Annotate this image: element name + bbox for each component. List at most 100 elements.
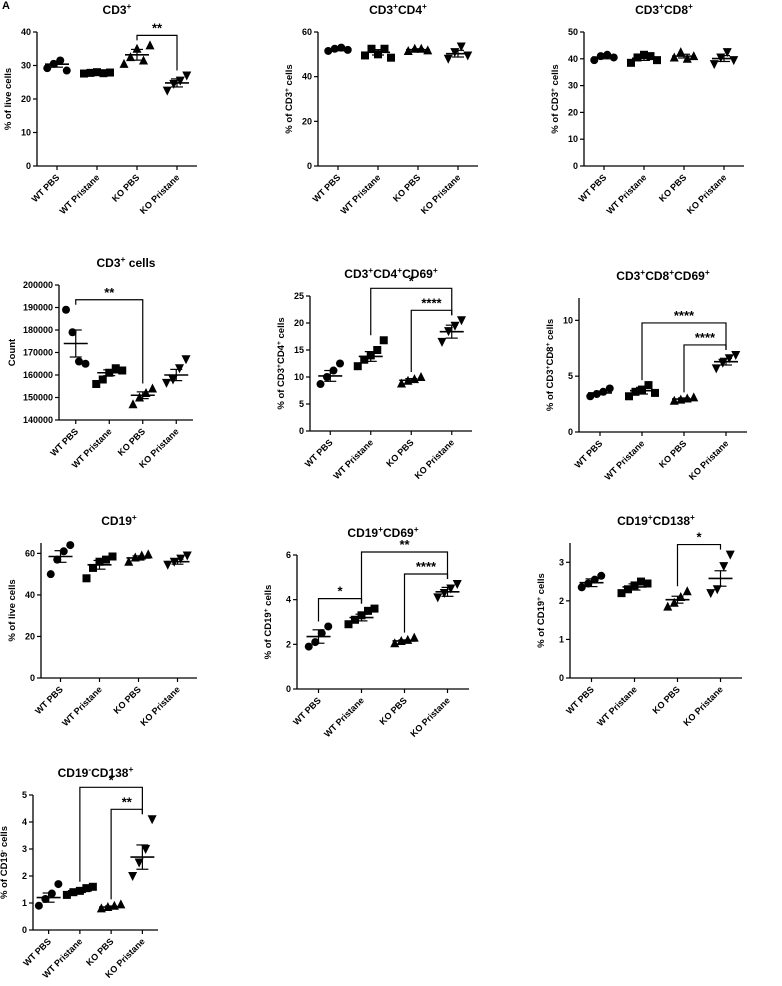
data-point — [89, 563, 97, 572]
data-point — [731, 350, 741, 360]
data-point — [644, 381, 653, 390]
data-point — [590, 56, 599, 65]
x-tick-label: WT PBS — [564, 684, 596, 716]
y-tick-label: 0 — [286, 684, 291, 694]
data-point — [637, 577, 645, 586]
y-tick-label: 190000 — [23, 303, 53, 313]
y-axis-label: % of live cells — [3, 68, 14, 130]
data-point — [141, 845, 151, 854]
y-tick-label: 10 — [568, 134, 578, 144]
data-point — [88, 882, 97, 891]
data-point — [59, 547, 68, 556]
data-point — [162, 86, 172, 96]
data-point — [456, 42, 466, 52]
data-point — [712, 585, 722, 595]
data-point — [116, 899, 126, 909]
chart-3: CD3+ cells 140000 150000 160000 170000 180000… — [7, 254, 193, 470]
y-tick-label: 0 — [299, 426, 304, 436]
y-tick-label: 4 — [286, 595, 291, 605]
data-point — [452, 580, 462, 590]
y-tick-label: 200000 — [23, 280, 53, 290]
data-point — [631, 387, 640, 396]
chart-2: CD3+CD8+ 0 10 20 30 40 50 % of CD3+ cells WT PBS… — [550, 1, 744, 216]
y-axis-label: Count — [7, 338, 18, 366]
data-point — [669, 52, 679, 62]
significance-label: * — [337, 584, 343, 599]
data-point — [367, 44, 376, 53]
x-tick-label: WT Pristane — [331, 437, 375, 481]
chart-title: CD3+CD8+CD69+ — [616, 267, 710, 283]
data-point — [124, 556, 134, 566]
x-tick-label: KO Pristane — [685, 172, 729, 216]
x-tick-label: WT Pristane — [60, 684, 104, 728]
y-tick-label: 170000 — [23, 348, 53, 358]
significance-bracket — [641, 322, 727, 381]
data-point — [62, 305, 70, 314]
data-point — [316, 380, 325, 389]
data-point — [147, 815, 157, 825]
data-point — [443, 54, 453, 64]
y-tick-label: 2 — [559, 596, 564, 606]
significance-bracket — [410, 309, 453, 372]
y-tick-label: 5 — [299, 399, 304, 409]
x-tick-label: KO Pristane — [681, 684, 725, 728]
significance-bracket — [79, 786, 143, 882]
data-point — [725, 550, 735, 560]
chart-title: CD3+CD8+ — [635, 1, 693, 17]
y-tick-label: 6 — [286, 550, 291, 560]
data-point — [416, 372, 426, 381]
x-tick-label: WT Pristane — [603, 438, 647, 482]
significance-bracket — [110, 808, 143, 900]
data-point — [46, 570, 55, 579]
x-tick-label: KO Pristane — [419, 172, 463, 216]
chart-title: CD3+ cells — [97, 254, 156, 270]
y-tick-label: 20 — [25, 631, 35, 641]
y-tick-label: 0 — [26, 161, 31, 171]
data-point — [605, 384, 614, 393]
y-tick-label: 25 — [294, 291, 304, 301]
data-point — [81, 359, 90, 368]
y-tick-label: 20 — [568, 107, 578, 117]
chart-4: CD3+CD4+CD69+ 0 5 10 15 20 25 % of CD3+CD4+ cel… — [276, 265, 472, 481]
y-tick-label: 3 — [559, 557, 564, 567]
data-point — [663, 601, 673, 611]
data-point — [353, 362, 362, 371]
x-tick-label: WT PBS — [573, 438, 605, 470]
data-point — [62, 890, 71, 899]
x-tick-label: WT Pristane — [595, 684, 639, 728]
data-point — [43, 64, 52, 73]
data-point — [53, 555, 62, 564]
x-tick-label: KO PBS — [657, 438, 688, 469]
x-tick-label: KO PBS — [650, 684, 681, 715]
x-tick-label: WT PBS — [30, 172, 62, 204]
y-tick-label: 3 — [22, 844, 27, 854]
significance-bracket — [136, 34, 178, 71]
x-tick-label: WT Pristane — [605, 172, 649, 216]
significance-label: ** — [152, 20, 163, 35]
chart-title: CD3+CD4+ — [369, 1, 427, 17]
x-tick-label: WT Pristane — [322, 695, 366, 739]
significance-bracket — [683, 344, 727, 393]
data-point — [380, 44, 389, 53]
y-tick-label: 150000 — [23, 393, 53, 403]
data-point — [132, 43, 142, 53]
data-point — [118, 366, 127, 375]
significance-label: **** — [674, 308, 695, 323]
x-tick-label: KO Pristane — [408, 695, 452, 739]
x-tick-label: WT PBS — [291, 695, 323, 727]
data-point — [182, 71, 192, 81]
significance-label: * — [696, 530, 702, 545]
y-tick-label: 5 — [22, 790, 27, 800]
y-tick-label: 40 — [568, 54, 578, 64]
data-point — [143, 549, 153, 559]
data-point — [387, 53, 395, 62]
y-tick-label: 40 — [21, 27, 31, 37]
chart-title: CD3+CD4+CD69+ — [344, 265, 438, 281]
y-tick-label: 15 — [294, 345, 304, 355]
data-point — [722, 48, 732, 58]
data-point — [324, 622, 333, 631]
